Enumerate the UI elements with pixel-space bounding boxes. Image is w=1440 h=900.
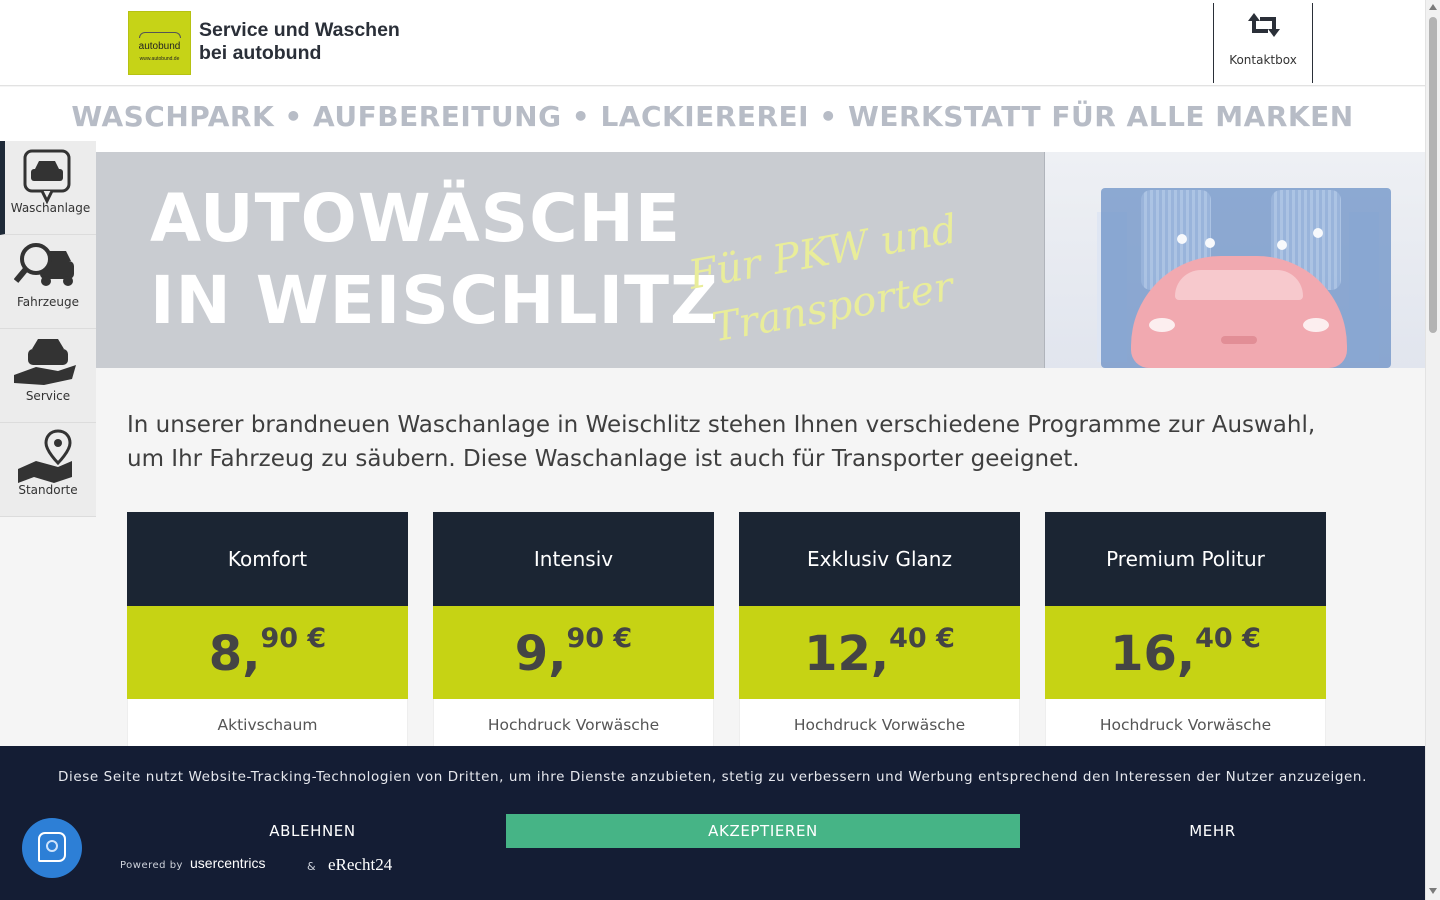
hand-car-icon [14, 339, 76, 385]
reject-button[interactable]: ABLEHNEN [269, 822, 356, 840]
program-card-premium-politur[interactable]: Premium Politur 16,40 € Hochdruck Vorwäs… [1045, 512, 1326, 752]
service-tagline: WASCHPARK • AUFBEREITUNG • LACKIEREREI •… [0, 87, 1425, 152]
cookie-message: Diese Seite nutzt Website-Tracking-Techn… [58, 769, 1367, 785]
program-card-intensiv[interactable]: Intensiv 9,90 € Hochdruck Vorwäsche [433, 512, 714, 752]
powered-by-label: Powered by [120, 860, 183, 871]
car-silhouette [1131, 256, 1347, 368]
sidebar-item-service[interactable]: Service [0, 329, 96, 423]
hero-heading-line2: IN WEISCHLITZ [150, 262, 719, 339]
price-euro: 9, [514, 626, 567, 682]
price-cent: 40 € [889, 623, 955, 654]
logo-url: www.autobund.de [139, 56, 180, 62]
program-price: 8,90 € [127, 606, 408, 699]
car-wash-photo [1044, 152, 1425, 368]
price-euro: 12, [804, 626, 890, 682]
sidebar-item-label: Fahrzeuge [17, 295, 79, 309]
price-cent: 90 € [566, 623, 633, 654]
site-header: autobund www.autobund.de Service und Was… [0, 0, 1425, 86]
sidebar-item-fahrzeuge[interactable]: Fahrzeuge [0, 235, 96, 329]
scrollbar-thumb[interactable] [1429, 17, 1437, 333]
site-title-line2: bei autobund [199, 42, 322, 64]
price-euro: 16, [1110, 626, 1196, 682]
fingerprint-icon [38, 832, 66, 862]
logo-brand: autobund [138, 41, 181, 52]
sidebar-item-label: Standorte [18, 483, 78, 497]
program-card-komfort[interactable]: Komfort 8,90 € Aktivschaum [127, 512, 408, 752]
retweet-icon [1248, 13, 1280, 37]
program-price: 12,40 € [739, 606, 1020, 699]
tagline-text: WASCHPARK • AUFBEREITUNG • LACKIEREREI •… [71, 100, 1354, 133]
program-feature: Aktivschaum [127, 699, 408, 752]
program-feature: Hochdruck Vorwäsche [433, 699, 714, 752]
price-cent: 90 € [260, 623, 327, 654]
program-price: 9,90 € [433, 606, 714, 699]
usercentrics-logo[interactable]: usercentrics [190, 855, 266, 871]
site-title-line1: Service und Waschen [199, 19, 400, 41]
car-search-icon [14, 243, 74, 286]
intro-text: In unserer brandneuen Waschanlage in Wei… [127, 412, 1316, 472]
foam-bubble [1277, 240, 1287, 250]
program-feature: Hochdruck Vorwäsche [1045, 699, 1326, 752]
foam-bubble [1177, 234, 1187, 244]
kontaktbox-label: Kontaktbox [1229, 53, 1297, 67]
sidebar-nav: Waschanlage Fahrzeuge Service Standorte [0, 141, 96, 517]
car-wash-icon [23, 149, 71, 205]
accept-button[interactable]: AKZEPTIEREN [506, 814, 1020, 848]
foam-bubble [1205, 238, 1215, 248]
scroll-down-arrow-icon[interactable] [1429, 888, 1437, 894]
program-card-exklusiv-glanz[interactable]: Exklusiv Glanz 12,40 € Hochdruck Vorwäsc… [739, 512, 1020, 752]
hero-heading-line1: AUTOWÄSCHE [150, 180, 681, 257]
car-headlight [1149, 318, 1175, 332]
page-scrollbar[interactable] [1425, 0, 1440, 900]
hero-script: Für PKW und Transporter [684, 201, 971, 358]
program-name: Exklusiv Glanz [739, 512, 1020, 606]
fingerprint-icon-dot [46, 840, 58, 852]
program-price: 16,40 € [1045, 606, 1326, 699]
more-button[interactable]: MEHR [1189, 822, 1236, 840]
program-name: Komfort [127, 512, 408, 606]
privacy-settings-button[interactable] [22, 818, 82, 878]
map-pin-icon [18, 429, 72, 483]
logo-roof-shape [139, 32, 181, 38]
car-headlight [1303, 318, 1329, 332]
kontaktbox-button[interactable]: Kontaktbox [1213, 3, 1313, 83]
cookie-banner: Diese Seite nutzt Website-Tracking-Techn… [0, 746, 1425, 900]
program-name: Premium Politur [1045, 512, 1326, 606]
site-title[interactable]: Service und Waschen bei autobund [199, 19, 400, 65]
scroll-up-arrow-icon[interactable] [1429, 4, 1437, 10]
program-feature: Hochdruck Vorwäsche [739, 699, 1020, 752]
foam-bubble [1313, 228, 1323, 238]
price-cent: 40 € [1195, 623, 1261, 654]
price-euro: 8, [208, 626, 261, 682]
car-windshield [1175, 270, 1303, 300]
sidebar-item-label: Service [25, 389, 71, 403]
erecht24-logo[interactable]: eRecht24 [328, 855, 393, 874]
car-grill [1221, 336, 1257, 344]
sidebar-item-waschanlage[interactable]: Waschanlage [0, 141, 96, 235]
autobund-logo[interactable]: autobund www.autobund.de [128, 11, 191, 75]
hero-heading: AUTOWÄSCHE IN WEISCHLITZ [150, 178, 719, 342]
program-name: Intensiv [433, 512, 714, 606]
ampersand: & [307, 860, 316, 873]
hero-banner: AUTOWÄSCHE IN WEISCHLITZ Für PKW und Tra… [96, 152, 1425, 368]
sidebar-item-label: Waschanlage [10, 201, 91, 215]
sidebar-item-standorte[interactable]: Standorte [0, 423, 96, 517]
